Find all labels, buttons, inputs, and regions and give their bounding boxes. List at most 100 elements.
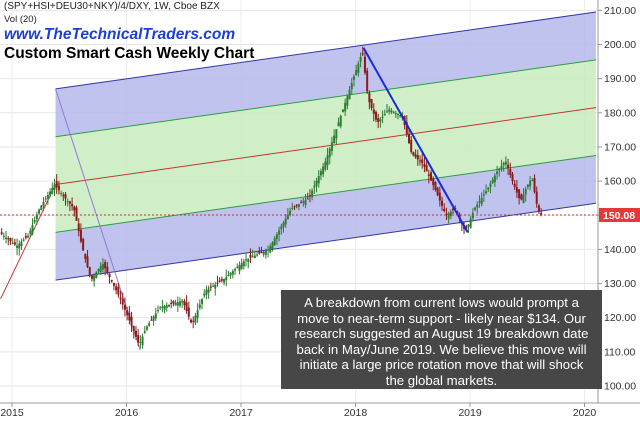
- candle-body: [196, 310, 199, 319]
- downtrend-line: [362, 47, 469, 233]
- candle-body: [399, 115, 402, 117]
- candle-body: [156, 310, 159, 312]
- candle-body: [289, 210, 292, 215]
- candle-body: [513, 183, 516, 187]
- candle-body: [134, 330, 137, 337]
- candle-body: [423, 164, 426, 167]
- candle-body: [126, 310, 129, 316]
- candle-body: [311, 190, 314, 198]
- candle-body: [154, 313, 157, 319]
- candle-body: [192, 320, 195, 322]
- candle-body: [93, 275, 96, 281]
- candle-body: [502, 162, 505, 166]
- x-axis-ticks: 2015 2016 2017 2018 2019 2020: [0, 403, 596, 419]
- candle-body: [485, 191, 488, 194]
- candle-body: [167, 304, 170, 307]
- symbol-line: (SPY+HSI+DEU30+NKY)/4/DXY, 1W, Cboe BZX: [4, 1, 220, 12]
- candle-body: [234, 269, 237, 271]
- candle-body: [350, 83, 353, 90]
- candle-body: [269, 246, 272, 253]
- candle-body: [414, 154, 417, 158]
- volume-label: Vol (20): [4, 14, 37, 25]
- candle-body: [198, 304, 201, 308]
- candle-body: [412, 152, 415, 156]
- candle-body: [275, 234, 278, 240]
- candle-body: [500, 165, 503, 169]
- candle-body: [300, 202, 303, 204]
- candle-body: [357, 63, 360, 73]
- candle-body: [7, 238, 10, 240]
- candle-body: [348, 89, 351, 100]
- candle-body: [174, 302, 177, 306]
- candle-body: [370, 98, 373, 109]
- candle-body: [128, 312, 131, 321]
- x-tick-label: 2019: [458, 407, 482, 419]
- candle-body: [112, 282, 115, 286]
- candle-body: [150, 319, 153, 321]
- candle-body: [304, 200, 307, 205]
- candle-body: [421, 159, 424, 164]
- candle-body: [90, 275, 93, 279]
- candle-body: [253, 255, 256, 258]
- candle-body: [88, 267, 91, 276]
- candle-body: [64, 194, 67, 199]
- candle-body: [209, 286, 212, 288]
- y-tick-label: 170.00: [604, 141, 636, 153]
- candle-body: [130, 316, 133, 326]
- candle-body: [432, 178, 435, 186]
- y-tick-label: 120.00: [604, 312, 636, 324]
- candle-body: [425, 165, 428, 172]
- candle-body: [319, 171, 322, 176]
- candle-body: [313, 185, 316, 188]
- candle-body: [489, 183, 492, 187]
- candle-body: [328, 148, 331, 158]
- candle-body: [106, 266, 109, 273]
- candle-body: [258, 251, 261, 254]
- candle-body: [335, 129, 338, 139]
- candle-body: [35, 214, 38, 220]
- candle-body: [374, 111, 377, 120]
- candle-body: [286, 214, 289, 219]
- candle-body: [216, 282, 219, 284]
- candle-body: [509, 168, 512, 175]
- candle-body: [229, 273, 232, 276]
- candle-body: [297, 203, 300, 207]
- candle-body: [187, 307, 190, 317]
- overlays: [0, 47, 598, 233]
- candle-body: [524, 188, 527, 195]
- candle-body: [394, 112, 397, 115]
- candle-body: [185, 302, 188, 311]
- candle-body: [326, 155, 329, 166]
- candle-body: [267, 249, 270, 251]
- candle-body: [223, 278, 226, 283]
- candle-body: [381, 116, 384, 118]
- website-label[interactable]: www.TheTechnicalTraders.com: [4, 26, 236, 43]
- candle-body: [344, 102, 347, 112]
- candle-body: [132, 326, 135, 332]
- candle-body: [247, 258, 250, 262]
- candle-body: [57, 185, 60, 191]
- y-tick-label: 110.00: [604, 346, 635, 358]
- y-tick-label: 200.00: [604, 39, 636, 51]
- channel-line-inner-upper: [55, 59, 597, 138]
- candle-body: [203, 293, 206, 296]
- last-price-tag-box: [599, 207, 640, 222]
- candle-body: [110, 280, 113, 282]
- candle-body: [24, 236, 27, 238]
- candle-body: [104, 262, 107, 269]
- candle-body: [60, 193, 63, 195]
- candle-body: [22, 239, 25, 241]
- channel-line-outer-upper: [55, 11, 597, 90]
- candle-body: [293, 206, 296, 208]
- candle-body: [366, 70, 369, 92]
- candle-body: [249, 254, 252, 258]
- candle-body: [511, 173, 514, 182]
- candle-body: [322, 166, 325, 175]
- candle-body: [443, 208, 446, 212]
- candle-body: [218, 280, 221, 282]
- candle-body: [256, 254, 259, 256]
- candle-body: [220, 279, 223, 281]
- candle-body: [82, 238, 85, 251]
- candle-body: [337, 122, 340, 127]
